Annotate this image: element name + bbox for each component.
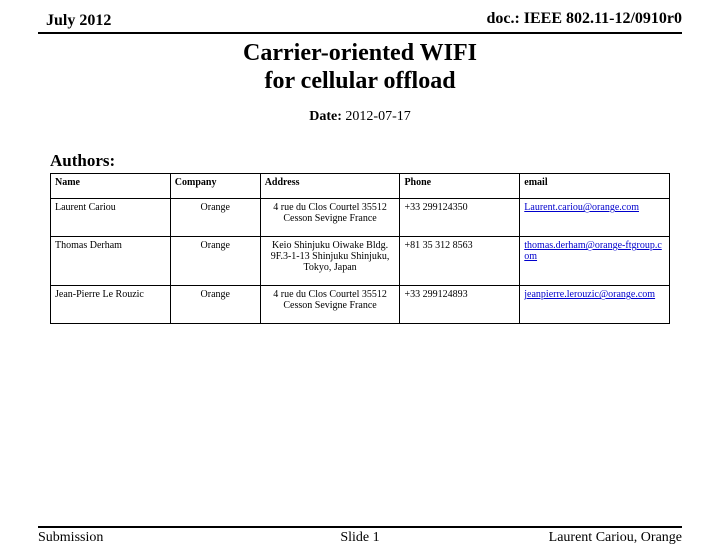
email-link[interactable]: jeanpierre.lerouzic@orange.com [524, 289, 655, 300]
table-row: Jean-Pierre Le Rouzic Orange 4 rue du Cl… [51, 286, 670, 324]
col-header-company: Company [170, 174, 260, 199]
table-row: Laurent Cariou Orange 4 rue du Clos Cour… [51, 199, 670, 237]
date-label: Date: [309, 109, 342, 124]
cell-email: thomas.derham@orange-ftgroup.com [520, 237, 670, 286]
page-title: Carrier-oriented WIFI for cellular offlo… [0, 40, 720, 95]
cell-email: Laurent.cariou@orange.com [520, 199, 670, 237]
table-header-row: Name Company Address Phone email [51, 174, 670, 199]
cell-name: Jean-Pierre Le Rouzic [51, 286, 171, 324]
title-line-2: for cellular offload [0, 68, 720, 96]
authors-heading: Authors: [50, 151, 720, 171]
footer-rule: Submission Slide 1 Laurent Cariou, Orang… [38, 526, 682, 530]
cell-phone: +81 35 312 8563 [400, 237, 520, 286]
header-date: July 2012 [46, 12, 111, 30]
cell-email: jeanpierre.lerouzic@orange.com [520, 286, 670, 324]
col-header-email: email [520, 174, 670, 199]
col-header-phone: Phone [400, 174, 520, 199]
cell-company: Orange [170, 237, 260, 286]
date-line: Date: 2012-07-17 [0, 109, 720, 125]
col-header-address: Address [260, 174, 400, 199]
cell-address: 4 rue du Clos Courtel 35512 Cesson Sevig… [260, 286, 400, 324]
cell-name: Thomas Derham [51, 237, 171, 286]
email-link[interactable]: Laurent.cariou@orange.com [524, 202, 639, 213]
date-value: 2012-07-17 [342, 109, 411, 124]
footer-right: Laurent Cariou, Orange [549, 530, 682, 546]
footer-slide: Slide 1 [340, 530, 379, 546]
table-row: Thomas Derham Orange Keio Shinjuku Oiwak… [51, 237, 670, 286]
cell-address: Keio Shinjuku Oiwake Bldg. 9F.3-1-13 Shi… [260, 237, 400, 286]
authors-table: Name Company Address Phone email Laurent… [50, 173, 670, 324]
cell-company: Orange [170, 199, 260, 237]
cell-address: 4 rue du Clos Courtel 35512 Cesson Sevig… [260, 199, 400, 237]
title-line-1: Carrier-oriented WIFI [0, 40, 720, 68]
email-link[interactable]: thomas.derham@orange-ftgroup.com [524, 240, 662, 262]
cell-phone: +33 299124893 [400, 286, 520, 324]
col-header-name: Name [51, 174, 171, 199]
header-doc-number: doc.: IEEE 802.11-12/0910r0 [486, 10, 682, 28]
footer-left: Submission [38, 530, 103, 546]
cell-phone: +33 299124350 [400, 199, 520, 237]
cell-name: Laurent Cariou [51, 199, 171, 237]
header-rule: July 2012 doc.: IEEE 802.11-12/0910r0 [38, 10, 682, 34]
cell-company: Orange [170, 286, 260, 324]
